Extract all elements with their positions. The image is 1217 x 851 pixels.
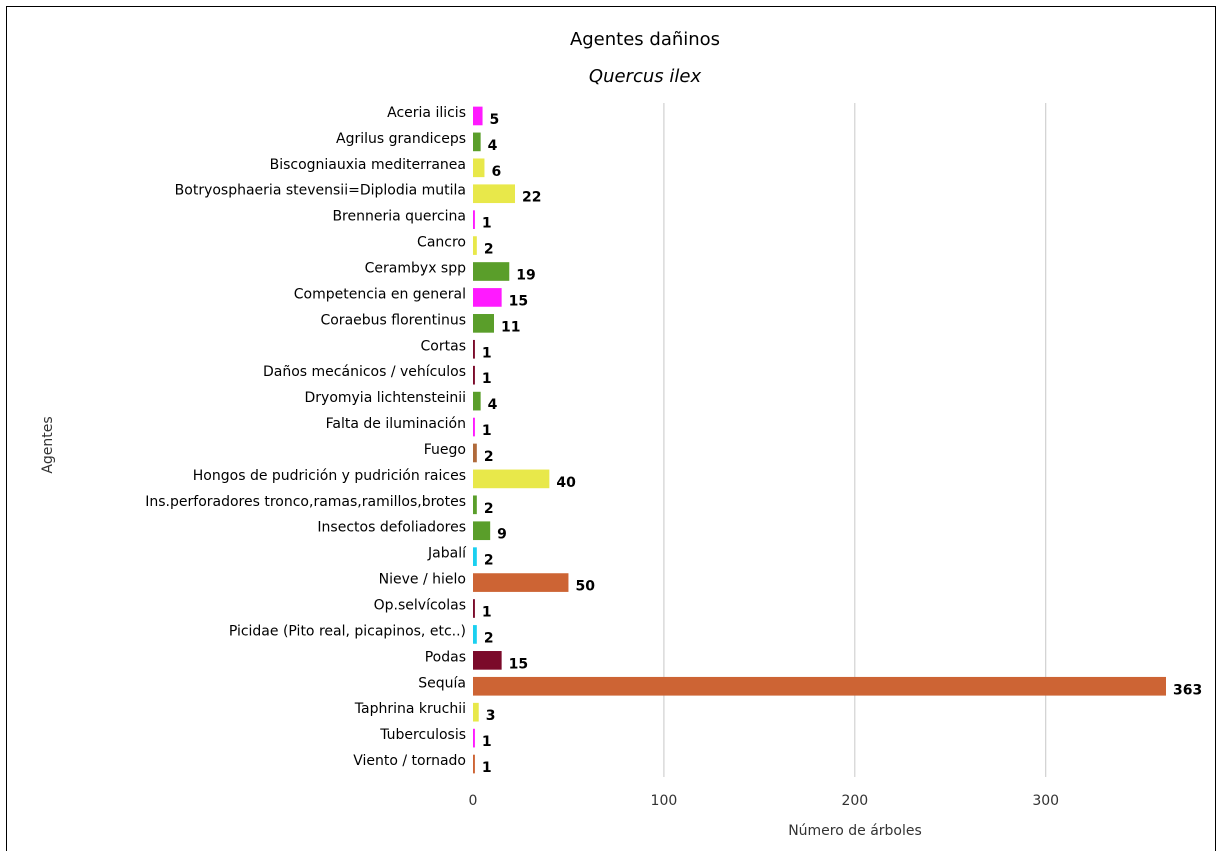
category-label: Botryosphaeria stevensii=Diplodia mutila bbox=[175, 183, 466, 199]
value-label: 363 bbox=[1173, 682, 1202, 698]
category-label: Coraebus florentinus bbox=[320, 312, 466, 328]
category-label: Insectos defoliadores bbox=[317, 520, 466, 536]
category-label: Aceria ilicis bbox=[387, 105, 466, 121]
chart-subtitle: Quercus ilex bbox=[589, 66, 702, 87]
category-label: Hongos de pudrición y pudrición raices bbox=[193, 468, 466, 484]
value-label: 6 bbox=[491, 164, 501, 180]
value-label: 2 bbox=[484, 553, 494, 569]
value-label: 22 bbox=[522, 190, 541, 206]
chart-title: Agentes dañinos bbox=[570, 29, 720, 50]
category-label: Falta de iluminación bbox=[326, 416, 466, 432]
bar[interactable] bbox=[473, 417, 475, 437]
value-label: 50 bbox=[575, 579, 595, 595]
bar[interactable] bbox=[473, 728, 475, 748]
category-label: Competencia en general bbox=[294, 286, 466, 302]
bar[interactable] bbox=[473, 625, 477, 644]
value-label: 2 bbox=[484, 449, 494, 465]
category-label: Fuego bbox=[424, 442, 466, 458]
bar[interactable] bbox=[473, 288, 502, 307]
value-label: 2 bbox=[484, 242, 494, 258]
bar[interactable] bbox=[473, 262, 510, 281]
category-label: Cortas bbox=[421, 338, 466, 354]
category-label: Cancro bbox=[417, 235, 466, 251]
value-label: 1 bbox=[482, 345, 492, 361]
x-tick-labels: 0 100 200 300 bbox=[469, 793, 1060, 809]
bar[interactable] bbox=[473, 676, 1166, 696]
bar[interactable] bbox=[473, 702, 479, 722]
value-label: 2 bbox=[484, 501, 494, 517]
category-label: Agrilus grandiceps bbox=[336, 131, 466, 147]
bar[interactable] bbox=[473, 443, 477, 463]
category-labels: Aceria ilicis Agrilus grandiceps Biscognia… bbox=[145, 105, 467, 769]
value-label: 4 bbox=[488, 397, 498, 413]
bar[interactable] bbox=[473, 314, 494, 333]
bar[interactable] bbox=[473, 521, 491, 541]
value-label: 15 bbox=[509, 656, 528, 672]
category-label: Biscogniauxia mediterranea bbox=[270, 157, 466, 173]
value-label: 40 bbox=[556, 475, 576, 491]
bar[interactable] bbox=[473, 210, 475, 229]
value-label: 1 bbox=[482, 371, 492, 387]
bar[interactable] bbox=[473, 754, 475, 774]
chart-frame bbox=[6, 6, 1216, 851]
category-label: Sequía bbox=[418, 675, 466, 691]
x-tick-label: 0 bbox=[469, 793, 478, 809]
bar[interactable] bbox=[473, 339, 475, 359]
category-label: Nieve / hielo bbox=[379, 572, 466, 588]
category-label: Cerambyx spp bbox=[365, 261, 466, 277]
category-label: Op.selvícolas bbox=[374, 598, 466, 614]
y-axis-title: Agentes bbox=[40, 416, 56, 473]
value-label: 3 bbox=[486, 708, 496, 724]
bar[interactable] bbox=[473, 599, 475, 618]
bar[interactable] bbox=[473, 106, 483, 126]
value-label: 11 bbox=[501, 319, 520, 335]
bar[interactable] bbox=[473, 573, 569, 592]
value-label: 5 bbox=[490, 112, 500, 128]
bar[interactable] bbox=[473, 547, 477, 566]
value-label: 19 bbox=[516, 268, 535, 284]
bar[interactable] bbox=[473, 495, 477, 515]
value-label: 1 bbox=[482, 423, 492, 439]
category-label: Ins.perforadores tronco,ramas,ramillos,b… bbox=[145, 494, 466, 510]
bar[interactable] bbox=[473, 158, 485, 178]
bar[interactable] bbox=[473, 651, 502, 670]
value-label: 2 bbox=[484, 630, 494, 646]
category-label: Viento / tornado bbox=[353, 753, 466, 769]
category-label: Dryomyia lichtensteinii bbox=[305, 390, 467, 406]
value-label: 4 bbox=[488, 138, 498, 154]
x-tick-label: 300 bbox=[1032, 793, 1059, 809]
x-axis-title: Número de árboles bbox=[788, 823, 922, 839]
category-label: Tuberculosis bbox=[379, 727, 466, 743]
bar[interactable] bbox=[473, 469, 550, 489]
bar[interactable] bbox=[473, 365, 475, 385]
bar[interactable] bbox=[473, 132, 481, 152]
value-label: 1 bbox=[482, 734, 492, 750]
category-label: Daños mecánicos / vehículos bbox=[263, 364, 466, 380]
value-label: 1 bbox=[482, 760, 492, 776]
bar[interactable] bbox=[473, 184, 515, 204]
value-label: 9 bbox=[497, 527, 507, 543]
category-label: Taphrina kruchii bbox=[354, 701, 466, 717]
bar[interactable] bbox=[473, 236, 477, 255]
category-label: Podas bbox=[425, 649, 466, 665]
value-label: 1 bbox=[482, 216, 492, 232]
x-tick-label: 100 bbox=[651, 793, 678, 809]
category-label: Brenneria quercina bbox=[332, 209, 466, 225]
value-label: 1 bbox=[482, 605, 492, 621]
category-label: Jabalí bbox=[427, 546, 467, 562]
bar[interactable] bbox=[473, 391, 481, 411]
category-label: Picidae (Pito real, picapinos, etc..) bbox=[229, 623, 466, 639]
gridlines bbox=[663, 103, 1047, 777]
x-tick-label: 200 bbox=[841, 793, 868, 809]
bars bbox=[473, 106, 1166, 774]
value-label: 15 bbox=[509, 293, 528, 309]
